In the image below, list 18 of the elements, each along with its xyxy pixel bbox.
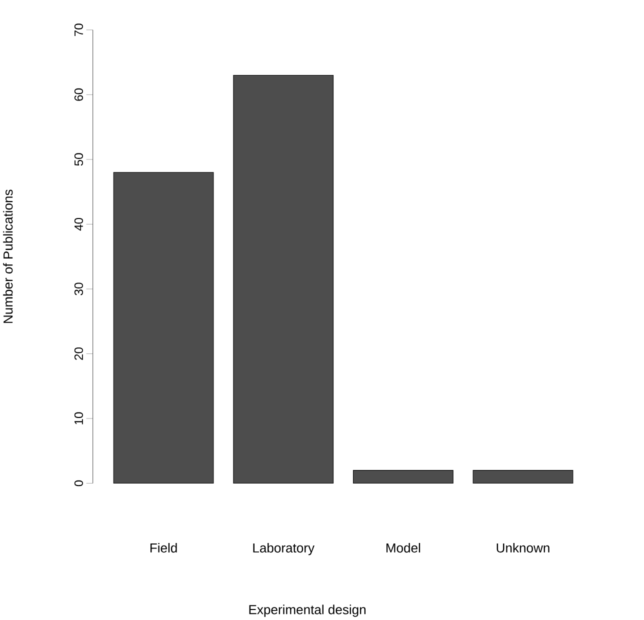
y-tick-label: 60 [74, 88, 84, 101]
x-tick-label: Laboratory [253, 543, 314, 556]
y-tick-label: 20 [74, 348, 84, 360]
bar [233, 74, 334, 484]
y-tick-label: 70 [74, 24, 84, 36]
y-tick-label: 50 [74, 153, 84, 166]
x-tick-label: Model [386, 543, 420, 553]
y-tick-label: 10 [74, 412, 84, 424]
x-tick-label: Field [150, 543, 177, 553]
x-axis-title: Experimental design [249, 604, 366, 617]
x-tick-label: Unknown [496, 543, 550, 553]
y-tick-label: 30 [74, 282, 84, 296]
y-axis-title: Number of Publications [3, 190, 13, 323]
bar [472, 470, 574, 484]
bar [113, 172, 214, 484]
bar [352, 470, 454, 484]
y-tick-label: 0 [74, 480, 84, 486]
y-tick-label: 40 [74, 218, 84, 231]
